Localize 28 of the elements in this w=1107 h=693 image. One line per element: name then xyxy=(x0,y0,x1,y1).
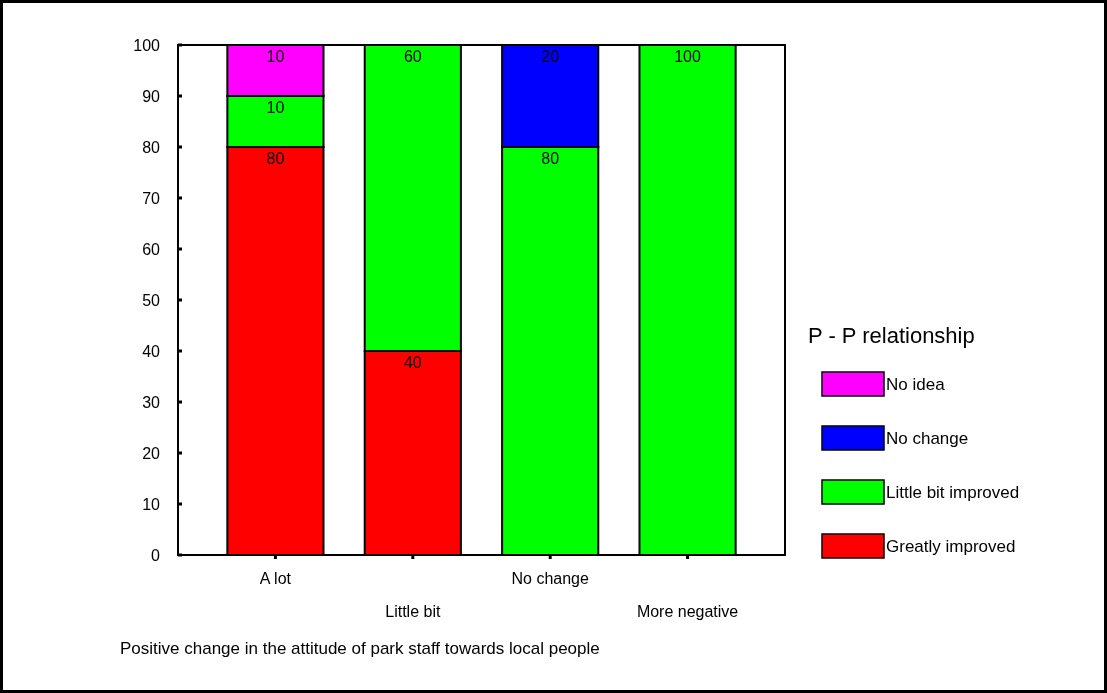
legend-label: Little bit improved xyxy=(886,482,1020,502)
y-tick-label: 70 xyxy=(142,189,161,207)
y-tick-label: 80 xyxy=(142,138,161,156)
legend-title: P - P relationship xyxy=(808,323,975,348)
y-tick-label: 0 xyxy=(151,546,161,564)
y-tick-label: 10 xyxy=(142,495,161,513)
x-tick-label: Little bit xyxy=(385,603,441,620)
y-tick-label: 30 xyxy=(142,393,161,411)
data-label: 10 xyxy=(266,99,285,116)
data-label: 40 xyxy=(403,354,422,371)
legend-label: Greatly improved xyxy=(886,536,1016,556)
legend-label: No idea xyxy=(886,374,946,394)
data-label: 10 xyxy=(266,48,285,65)
data-label: 80 xyxy=(266,150,285,167)
y-tick-label: 90 xyxy=(142,87,161,105)
legend-label: No change xyxy=(886,428,969,448)
x-axis-title: Positive change in the attitude of park staff towards local people xyxy=(120,639,600,658)
y-tick-label: 60 xyxy=(142,240,161,258)
data-label: 100 xyxy=(674,48,702,65)
data-label: 80 xyxy=(541,150,560,167)
data-label: 60 xyxy=(403,48,422,65)
x-tick-label: More negative xyxy=(636,603,739,620)
y-tick-label: 50 xyxy=(142,291,161,309)
y-tick-label: 100 xyxy=(133,36,161,54)
data-label: 20 xyxy=(541,48,560,65)
y-tick-label: 40 xyxy=(142,342,161,360)
x-tick-label: A lot xyxy=(259,570,292,587)
y-tick-label: 20 xyxy=(142,444,161,462)
